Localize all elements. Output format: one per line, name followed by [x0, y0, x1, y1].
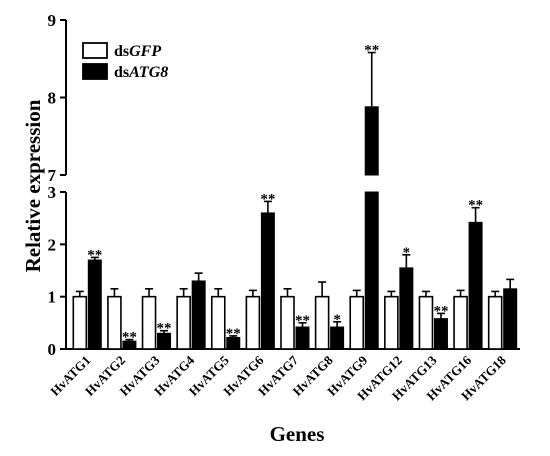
significance-label: ** — [295, 313, 310, 329]
bar-dsgfp — [107, 295, 122, 350]
bar-dsatg8 — [191, 280, 206, 350]
bar-dsatg8 — [87, 259, 102, 350]
bar-dsatg8-upper — [364, 106, 379, 176]
significance-label: * — [403, 245, 411, 261]
bar-dsgfp — [72, 295, 88, 350]
y-tick-label: 3 — [48, 183, 57, 202]
legend-swatch-dsatg8 — [82, 63, 108, 80]
legend-swatch-dsgfp — [82, 42, 108, 59]
significance-label: ** — [87, 247, 102, 263]
bar-dsgfp — [245, 295, 261, 350]
bar-dsgfp — [280, 295, 295, 350]
significance-label: ** — [226, 326, 241, 342]
bar-dsatg8-lower — [364, 191, 379, 350]
legend-label-dsatg8: dsATG8 — [114, 64, 168, 81]
y-tick-label: 0 — [48, 340, 57, 359]
bar-dsatg8 — [330, 326, 345, 350]
y-tick-label: 8 — [48, 89, 57, 108]
bar-dsatg8 — [503, 288, 518, 350]
bar-dsatg8 — [260, 212, 275, 350]
bar-dsgfp — [176, 295, 191, 350]
bar-dsgfp — [314, 295, 330, 350]
legend: dsGFP dsATG8 — [82, 42, 168, 81]
y-tick-label: 9 — [48, 11, 57, 30]
significance-label: * — [333, 312, 341, 328]
bar-dsgfp — [384, 295, 399, 350]
bar-dsatg8 — [433, 318, 448, 350]
legend-label-dsgfp: dsGFP — [114, 43, 161, 60]
bar-dsgfp — [453, 295, 468, 350]
bar-dsatg8 — [468, 221, 483, 350]
bar-dsgfp — [349, 295, 365, 350]
bar-dsatg8 — [295, 326, 310, 350]
x-axis-title: Genes — [270, 422, 325, 446]
bar-dsgfp — [418, 295, 434, 350]
bars — [72, 51, 518, 350]
significance-label: ** — [122, 330, 137, 346]
significance-label: ** — [468, 198, 483, 214]
bar-dsgfp — [210, 295, 226, 350]
y-axis-title: Relative expression — [21, 99, 45, 272]
bar-dsgfp — [141, 295, 157, 350]
y-tick-label: 7 — [48, 166, 57, 185]
y-tick-label: 2 — [48, 235, 57, 254]
y-tick-label: 1 — [48, 288, 57, 307]
significance-label: ** — [364, 43, 379, 59]
significance-label: ** — [157, 321, 172, 337]
bar-dsgfp — [487, 295, 503, 350]
significance-label: ** — [433, 303, 448, 319]
bar-dsatg8 — [399, 267, 414, 350]
significance-label: ** — [260, 191, 275, 207]
